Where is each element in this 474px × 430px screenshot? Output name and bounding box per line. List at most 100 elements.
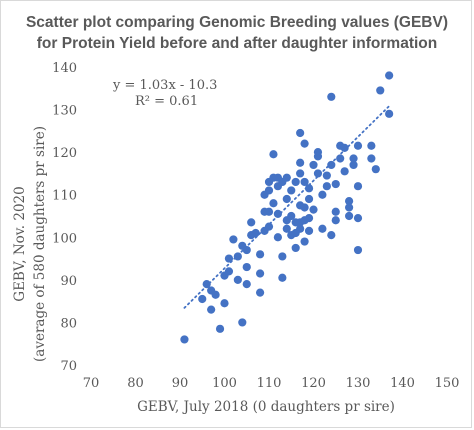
chart-title-line1: Scatter plot comparing Genomic Breeding … — [26, 14, 448, 31]
x-tick-label: 130 — [346, 376, 371, 391]
data-point — [296, 169, 305, 178]
y-tick-label: 100 — [52, 231, 77, 246]
data-point — [327, 92, 336, 101]
x-tick-label: 100 — [212, 376, 237, 391]
x-tick-label: 90 — [172, 376, 189, 391]
data-point — [282, 173, 291, 182]
y-tick-label: 70 — [60, 359, 77, 374]
data-point — [278, 252, 287, 261]
data-point — [313, 169, 323, 178]
data-point — [287, 186, 296, 195]
data-point — [198, 294, 207, 304]
data-point — [291, 243, 300, 253]
r-squared-label: R² = 0.61 — [135, 94, 198, 109]
data-points — [180, 71, 394, 344]
y-axis-ticks: 70 80 90 100 110 120 130 140 — [52, 61, 77, 374]
chart-title-line2: for Protein Yield before and after daugh… — [37, 35, 437, 52]
data-point — [247, 218, 256, 227]
data-point — [367, 141, 376, 150]
y-tick-label: 140 — [52, 61, 77, 76]
data-point — [327, 160, 336, 170]
data-point — [278, 273, 287, 282]
data-point — [242, 280, 251, 289]
y-tick-label: 130 — [52, 104, 77, 119]
data-point — [349, 160, 358, 170]
data-point — [353, 214, 363, 223]
data-point — [304, 194, 314, 204]
trendline-group — [183, 105, 391, 309]
data-point — [318, 224, 327, 233]
y-axis-label-line1: GEBV, Nov. 2020 — [12, 186, 28, 301]
data-point — [282, 224, 291, 233]
data-point — [238, 318, 247, 327]
data-point — [202, 280, 211, 289]
data-point — [215, 324, 225, 333]
data-point — [256, 250, 265, 259]
y-axis-label-line2: (average of 580 daughters pr sire) — [32, 126, 48, 362]
x-tick-label: 120 — [301, 376, 326, 391]
data-point — [229, 235, 238, 244]
data-point — [296, 158, 305, 167]
data-point — [180, 335, 189, 344]
data-point — [345, 211, 354, 221]
data-point — [242, 245, 251, 255]
data-point — [340, 167, 349, 176]
data-point — [211, 290, 220, 299]
x-axis-ticks: 70 80 90 100 110 120 130 140 150 — [83, 376, 460, 391]
data-point — [331, 179, 340, 189]
data-point — [300, 203, 309, 212]
data-point — [376, 86, 385, 95]
data-point — [296, 224, 305, 233]
data-point — [273, 233, 282, 242]
data-point — [269, 199, 278, 208]
x-tick-label: 110 — [257, 376, 282, 391]
data-point — [207, 305, 216, 314]
data-point — [269, 150, 278, 159]
data-point — [336, 154, 345, 163]
data-point — [300, 177, 309, 187]
data-point — [327, 231, 336, 240]
y-tick-label: 120 — [52, 146, 77, 161]
data-point — [264, 186, 274, 195]
regression-equation: y = 1.03x - 10.3 — [112, 78, 217, 93]
data-point — [304, 214, 314, 223]
y-tick-label: 90 — [60, 274, 77, 289]
data-point — [349, 154, 358, 163]
x-tick-label: 150 — [435, 376, 460, 391]
data-point — [322, 182, 331, 191]
data-point — [224, 254, 234, 263]
data-point — [256, 288, 265, 297]
x-tick-label: 70 — [83, 376, 100, 391]
data-point — [322, 171, 331, 180]
data-point — [264, 207, 274, 216]
data-point — [340, 143, 349, 152]
data-point — [304, 226, 314, 235]
trendline — [183, 105, 391, 309]
y-tick-label: 110 — [52, 189, 77, 204]
data-point — [224, 267, 234, 276]
data-point — [300, 237, 309, 246]
data-point — [371, 165, 380, 174]
data-point — [309, 205, 318, 214]
data-point — [353, 182, 363, 191]
data-point — [304, 184, 314, 193]
y-tick-label: 80 — [60, 316, 77, 331]
data-point — [345, 203, 354, 212]
data-point — [313, 152, 323, 161]
data-point — [331, 216, 340, 225]
data-point — [309, 160, 318, 170]
data-point — [287, 211, 296, 221]
data-point — [296, 128, 305, 138]
data-point — [385, 71, 394, 80]
data-point — [233, 252, 242, 261]
x-axis-label: GEBV, July 2018 (0 daughters pr sire) — [137, 399, 395, 415]
data-point — [300, 139, 309, 148]
data-point — [353, 245, 363, 255]
data-point — [367, 154, 376, 163]
data-point — [291, 177, 300, 187]
data-point — [385, 109, 394, 118]
data-point — [273, 209, 282, 218]
data-point — [331, 207, 340, 216]
